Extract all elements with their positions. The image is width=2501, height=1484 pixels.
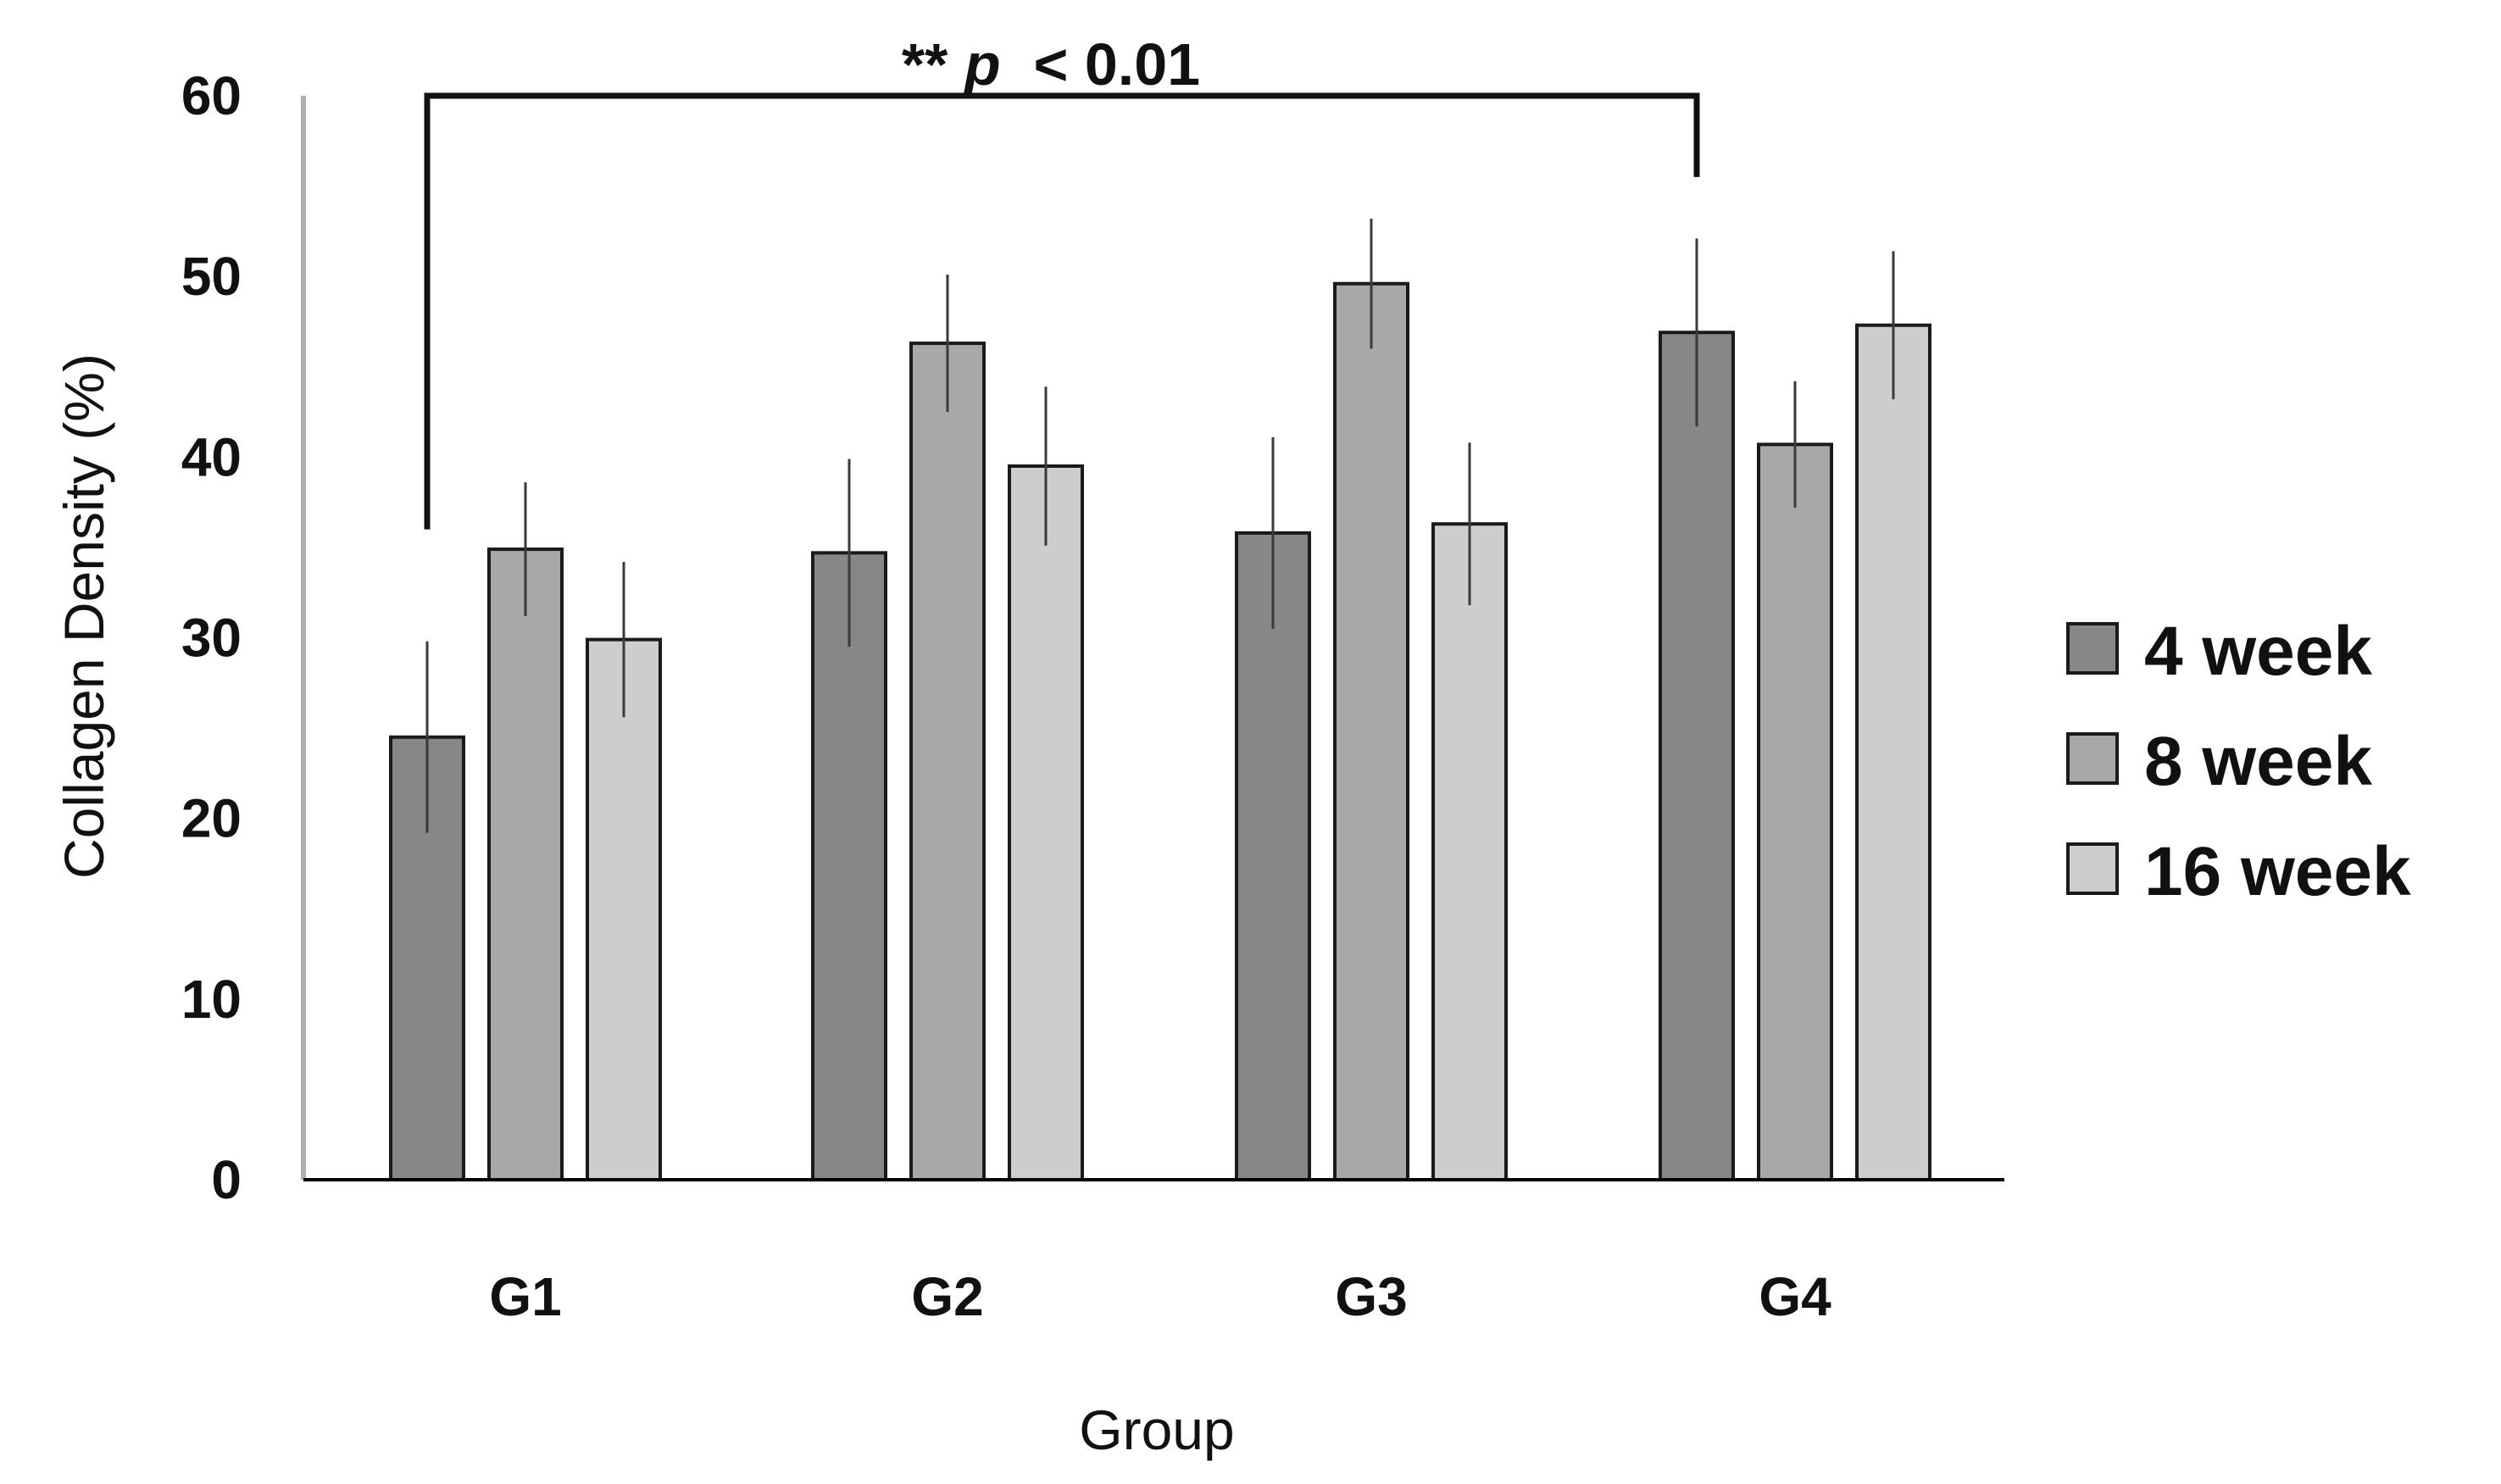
bar-g2-16-week — [1008, 464, 1084, 1181]
y-tick-label: 20 — [181, 788, 242, 849]
bar-g4-4-week — [1659, 331, 1735, 1181]
y-tick-label: 40 — [181, 426, 242, 487]
x-tick-label: G3 — [1335, 1266, 1407, 1327]
legend-swatch — [2066, 622, 2119, 675]
y-axis-title: Collagen Density (%) — [53, 353, 115, 879]
bar-g4-8-week — [1757, 442, 1833, 1181]
legend-label: 16 week — [2144, 833, 2411, 910]
legend-label: 8 week — [2144, 723, 2372, 800]
bar-g3-8-week — [1333, 281, 1409, 1181]
error-bars-layer — [425, 218, 1895, 833]
y-tick-label: 0 — [211, 1149, 242, 1210]
x-tick-label: G1 — [489, 1266, 561, 1327]
x-axis-title: Group — [1079, 1398, 1234, 1461]
x-tick-label: G4 — [1759, 1266, 1831, 1327]
bar-g3-4-week — [1235, 531, 1311, 1181]
legend-label: 4 week — [2144, 613, 2372, 690]
y-tick-label: 50 — [181, 246, 242, 307]
legend-swatch — [2066, 732, 2119, 785]
bars-layer — [389, 281, 1931, 1181]
y-tick-label: 30 — [181, 608, 242, 669]
bracket-line — [424, 92, 1700, 530]
legend: 4 week 8 week 16 week — [2066, 613, 2411, 910]
significance-label: ** p < 0.01 — [902, 31, 1200, 97]
y-tick-label: 60 — [181, 65, 242, 126]
significance-bracket: ** p < 0.01 — [424, 31, 1700, 530]
bar-g2-4-week — [811, 551, 887, 1181]
bar-g3-16-week — [1431, 522, 1508, 1181]
bar-g4-16-week — [1855, 323, 1931, 1181]
legend-swatch — [2066, 842, 2119, 895]
significance-p: p — [963, 31, 1001, 97]
y-axis-ticks: 0 10 20 30 40 50 60 — [181, 65, 242, 1210]
x-axis-tick-labels: G1 G2 G3 G4 — [489, 1266, 1831, 1327]
bar-g1-16-week — [586, 637, 662, 1181]
bar-g1-8-week — [487, 547, 564, 1181]
y-tick-label: 10 — [181, 969, 242, 1030]
x-tick-label: G2 — [911, 1266, 983, 1327]
bar-g2-8-week — [909, 342, 986, 1181]
significance-stars: ** — [902, 31, 948, 97]
significance-threshold: < 0.01 — [1017, 31, 1200, 97]
